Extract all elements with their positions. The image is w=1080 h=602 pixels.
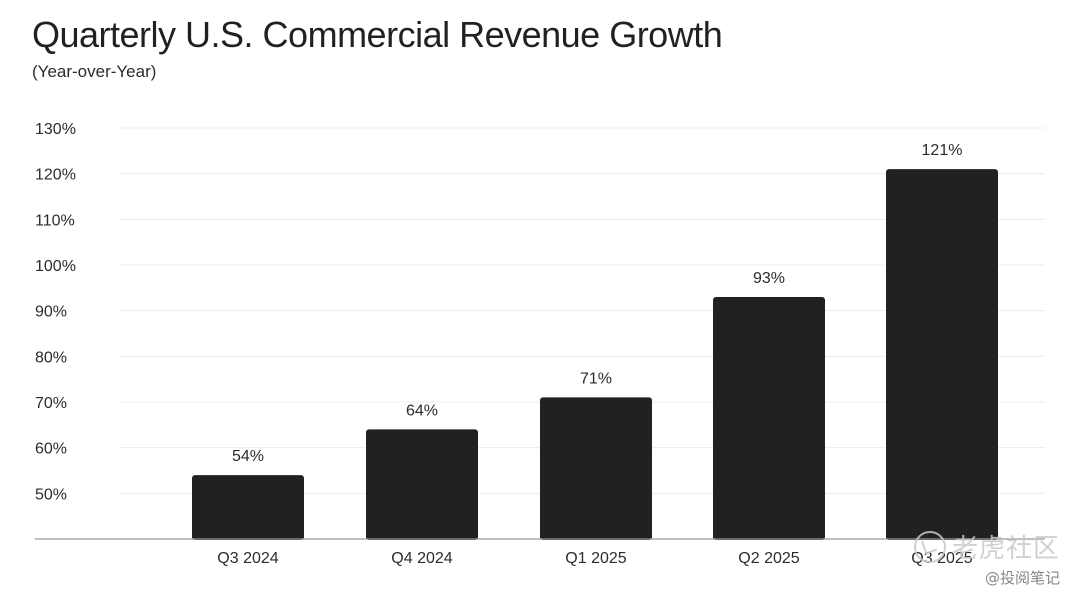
y-tick-label: 120% <box>35 167 76 184</box>
x-category-label: Q3 2024 <box>217 550 278 567</box>
y-tick-label: 50% <box>35 486 67 503</box>
x-category-label: Q1 2025 <box>565 550 626 567</box>
y-tick-label: 80% <box>35 349 67 366</box>
x-axis-categories: Q3 2024 Q4 2024 Q1 2025 Q2 2025 Q3 2025 <box>217 550 972 567</box>
bar-q4-2024 <box>366 429 478 540</box>
x-category-label: Q2 2025 <box>738 550 799 567</box>
y-tick-label: 60% <box>35 441 67 458</box>
data-label: 54% <box>232 448 264 465</box>
y-tick-label: 90% <box>35 304 67 321</box>
y-axis-ticks: 50% 60% 70% 80% 90% 100% 110% 120% 130% <box>35 121 76 503</box>
x-category-label: Q4 2024 <box>391 550 452 567</box>
x-category-label: Q3 2025 <box>911 550 972 567</box>
bar-q3-2025 <box>886 169 998 540</box>
bar-q3-2024 <box>192 475 304 540</box>
bar-q2-2025 <box>713 296 825 540</box>
chart-title: Quarterly U.S. Commercial Revenue Growth <box>32 14 723 55</box>
data-label: 71% <box>580 370 612 387</box>
data-label: 93% <box>753 270 785 287</box>
data-labels: 54% 64% 71% 93% 121% <box>232 142 962 465</box>
y-tick-label: 100% <box>35 258 76 275</box>
y-tick-label: 110% <box>35 212 75 229</box>
chart-subtitle: (Year-over-Year) <box>32 62 157 81</box>
data-label: 121% <box>922 142 963 159</box>
y-tick-label: 70% <box>35 395 67 412</box>
data-label: 64% <box>406 402 438 419</box>
bars <box>192 169 998 540</box>
bar-q1-2025 <box>540 397 652 540</box>
y-tick-label: 130% <box>35 121 76 138</box>
